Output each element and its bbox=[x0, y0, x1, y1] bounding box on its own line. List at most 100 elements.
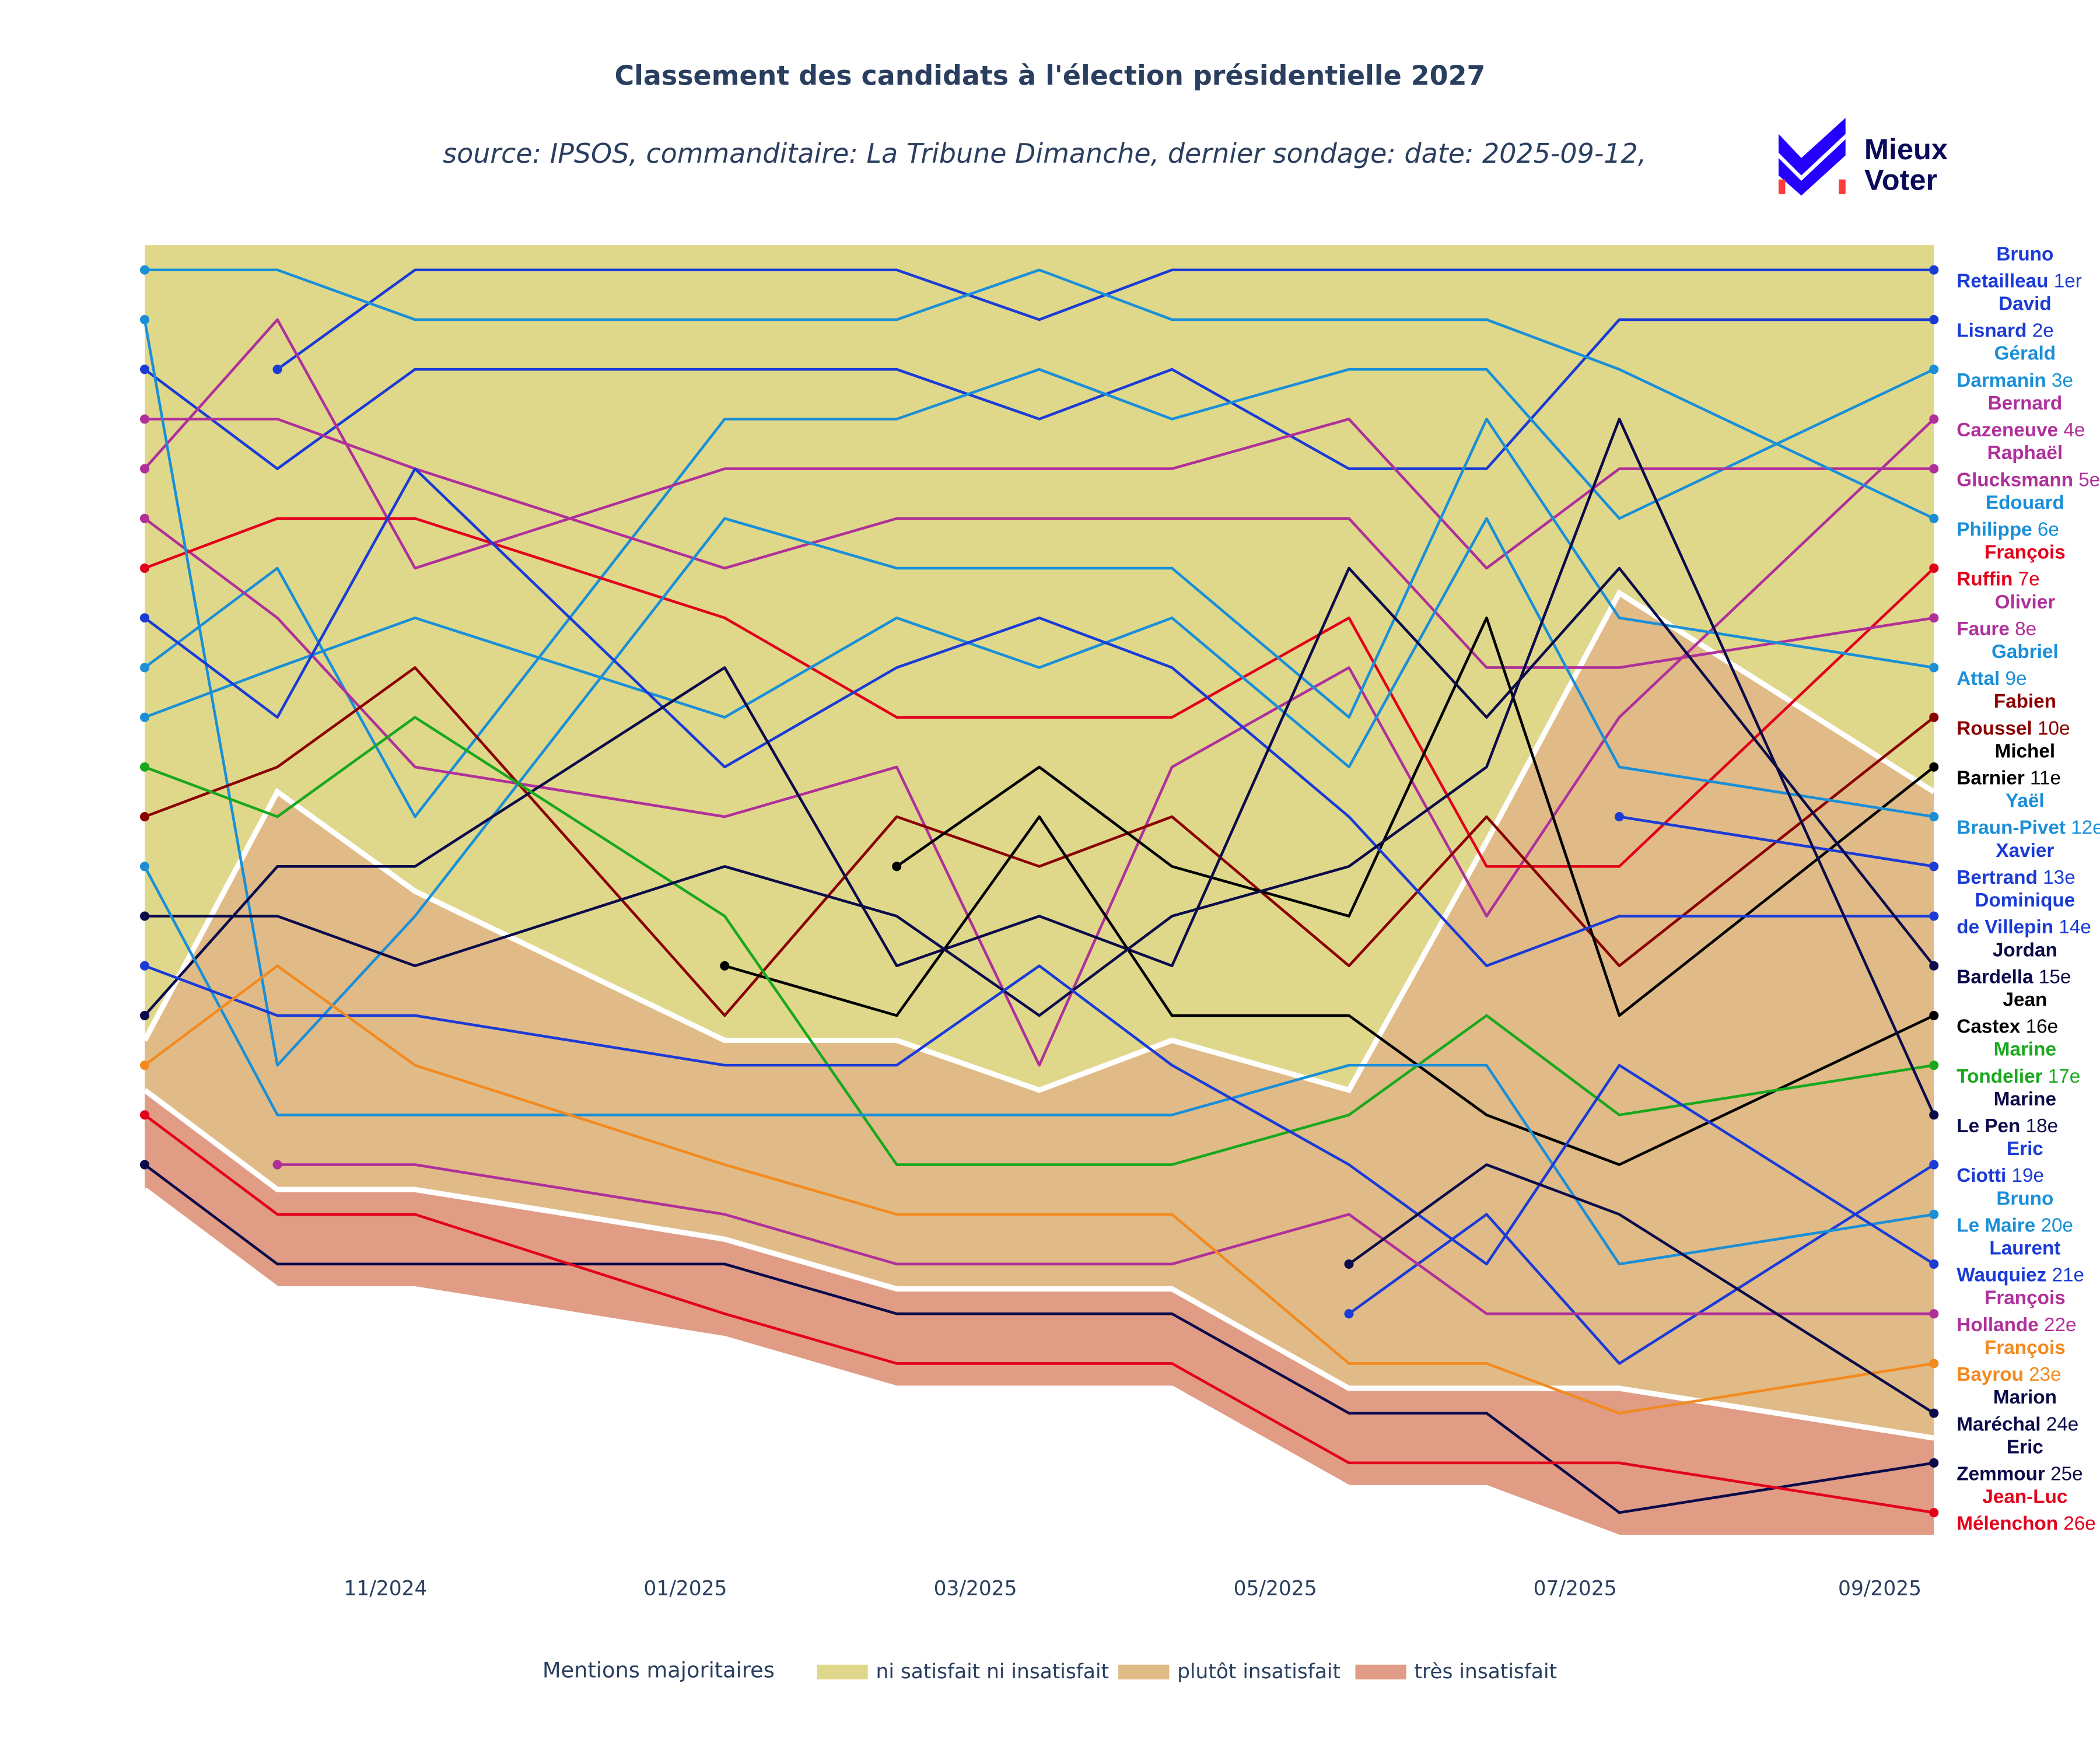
logo-text: Voter bbox=[1864, 163, 1937, 197]
candidate-line bbox=[144, 418, 1935, 1067]
candidate-first-name: Jordan bbox=[1993, 939, 2057, 961]
candidate-dot bbox=[139, 513, 150, 523]
candidate-rank-label: 22e bbox=[2044, 1314, 2077, 1336]
candidate-dot bbox=[139, 563, 150, 573]
candidate-rank-label: 25e bbox=[2050, 1463, 2083, 1485]
candidate-last-name: Mélenchon bbox=[1957, 1513, 2058, 1535]
candidate-rank-label: 14e bbox=[2059, 916, 2091, 938]
candidate-last-name: Zemmour bbox=[1957, 1463, 2045, 1485]
candidate-label: Philippe 6e bbox=[1957, 519, 2059, 540]
candidate-label: Mélenchon 26e bbox=[1957, 1513, 2096, 1535]
candidate-last-name: Roussel bbox=[1957, 718, 2032, 739]
candidate-first-name: Bruno bbox=[1996, 1188, 2053, 1209]
candidate-dot bbox=[139, 712, 150, 722]
candidate-dot bbox=[139, 414, 150, 424]
candidate-dot bbox=[139, 911, 150, 921]
candidate-last-name: Castex bbox=[1957, 1016, 2021, 1037]
candidate-line bbox=[144, 566, 1936, 1017]
legend-swatch bbox=[1118, 1664, 1170, 1680]
candidate-dot bbox=[1614, 812, 1625, 822]
candidate-label: Maréchal 24e bbox=[1957, 1413, 2078, 1435]
candidate-dot bbox=[1929, 365, 1939, 374]
candidate-dot bbox=[1929, 1458, 1939, 1468]
x-tick-label: 11/2024 bbox=[344, 1577, 427, 1601]
x-tick-label: 03/2025 bbox=[934, 1577, 1017, 1601]
x-tick-label: 05/2025 bbox=[1234, 1577, 1317, 1601]
candidate-last-name: Bertrand bbox=[1957, 867, 2038, 888]
candidate-dot bbox=[139, 464, 150, 474]
candidate-first-name: Gérald bbox=[1994, 343, 2056, 365]
candidate-first-name: Olivier bbox=[1995, 592, 2056, 613]
candidate-dot bbox=[139, 961, 150, 971]
candidate-first-name: Eric bbox=[2007, 1138, 2043, 1160]
candidate-last-name: Le Pen bbox=[1957, 1115, 2020, 1137]
candidate-last-name: Cazeneuve bbox=[1957, 419, 2058, 441]
band-border bbox=[143, 1088, 1934, 1441]
candidate-first-name: François bbox=[1985, 542, 2066, 564]
candidate-rank-label: 26e bbox=[2063, 1513, 2096, 1535]
candidate-dot bbox=[1929, 1359, 1939, 1368]
candidate-line bbox=[144, 368, 1935, 818]
candidate-line bbox=[724, 815, 1935, 1166]
candidate-last-name: Retailleau bbox=[1957, 270, 2048, 292]
candidate-dot bbox=[1929, 464, 1939, 474]
candidate-first-name: Fabien bbox=[1994, 691, 2056, 712]
candidate-rank-label: 9e bbox=[2005, 668, 2027, 690]
candidate-dot bbox=[1929, 812, 1939, 822]
candidate-first-name: David bbox=[1999, 293, 2052, 315]
candidate-first-name: Marine bbox=[1994, 1039, 2056, 1060]
band-border bbox=[143, 1187, 1934, 1541]
candidate-label: Glucksmann 5e bbox=[1957, 469, 2100, 491]
candidate-first-name: Xavier bbox=[1996, 840, 2054, 862]
logo-text: Mieux bbox=[1864, 132, 1948, 166]
logo-mark bbox=[1778, 139, 1846, 196]
candidate-dot bbox=[1929, 513, 1939, 523]
candidate-line bbox=[144, 1114, 1934, 1514]
logo: Mieux Voter bbox=[1778, 118, 1948, 197]
candidate-dot bbox=[1929, 1408, 1939, 1418]
candidate-line bbox=[144, 666, 1935, 1017]
candidate-label: Bayrou 23e bbox=[1957, 1364, 2061, 1385]
candidate-last-name: Barnier bbox=[1957, 767, 2025, 789]
candidate-label: Darmanin 3e bbox=[1957, 370, 2073, 391]
logo-mark bbox=[1778, 118, 1846, 176]
candidate-line bbox=[144, 964, 1934, 1415]
candidate-dot bbox=[1929, 911, 1939, 921]
candidate-dot bbox=[139, 762, 150, 772]
candidate-last-name: de Villepin bbox=[1957, 916, 2053, 938]
candidate-label: Lisnard 2e bbox=[1957, 320, 2053, 341]
candidate-rank-label: 16e bbox=[2026, 1016, 2059, 1037]
candidate-dot bbox=[1929, 961, 1939, 971]
candidate-rank-label: 23e bbox=[2029, 1364, 2062, 1385]
legend-label: plutôt insatisfait bbox=[1177, 1660, 1340, 1684]
candidate-last-name: Hollande bbox=[1957, 1314, 2038, 1336]
candidate-rank-label: 8e bbox=[2015, 618, 2036, 640]
candidate-dot bbox=[1344, 1259, 1354, 1269]
candidate-first-name: Marine bbox=[1994, 1088, 2056, 1110]
candidate-last-name: Lisnard bbox=[1957, 320, 2027, 341]
candidate-dot bbox=[139, 365, 150, 374]
candidate-dot bbox=[139, 663, 150, 673]
candidate-dot bbox=[720, 961, 730, 971]
candidate-first-name: Michel bbox=[1995, 740, 2056, 762]
candidate-label: Bertrand 13e bbox=[1957, 867, 2075, 888]
candidate-dot bbox=[139, 265, 150, 275]
candidate-dot bbox=[139, 862, 150, 872]
candidate-label: Le Pen 18e bbox=[1957, 1115, 2058, 1137]
logo-mark bbox=[1839, 179, 1846, 194]
candidate-dot bbox=[1344, 1309, 1354, 1319]
candidate-rank-label: 19e bbox=[2012, 1165, 2045, 1186]
candidate-label: Retailleau 1er bbox=[1957, 270, 2082, 292]
candidate-rank-label: 11e bbox=[2030, 767, 2061, 789]
band-border bbox=[142, 589, 1936, 1094]
candidate-label: Wauquiez 21e bbox=[1957, 1264, 2084, 1286]
candidate-line bbox=[144, 517, 1934, 818]
candidate-first-name: Dominique bbox=[1975, 890, 2075, 911]
candidate-rank-label: 17e bbox=[2048, 1066, 2081, 1087]
candidate-dot bbox=[1929, 862, 1939, 872]
candidate-label: Castex 16e bbox=[1957, 1016, 2058, 1037]
candidate-rank-label: 20e bbox=[2041, 1214, 2074, 1236]
candidate-label: Bardella 15e bbox=[1957, 966, 2071, 988]
candidate-first-name: Jean bbox=[2003, 989, 2047, 1010]
candidate-label: Braun-Pivet 12e bbox=[1957, 817, 2100, 839]
